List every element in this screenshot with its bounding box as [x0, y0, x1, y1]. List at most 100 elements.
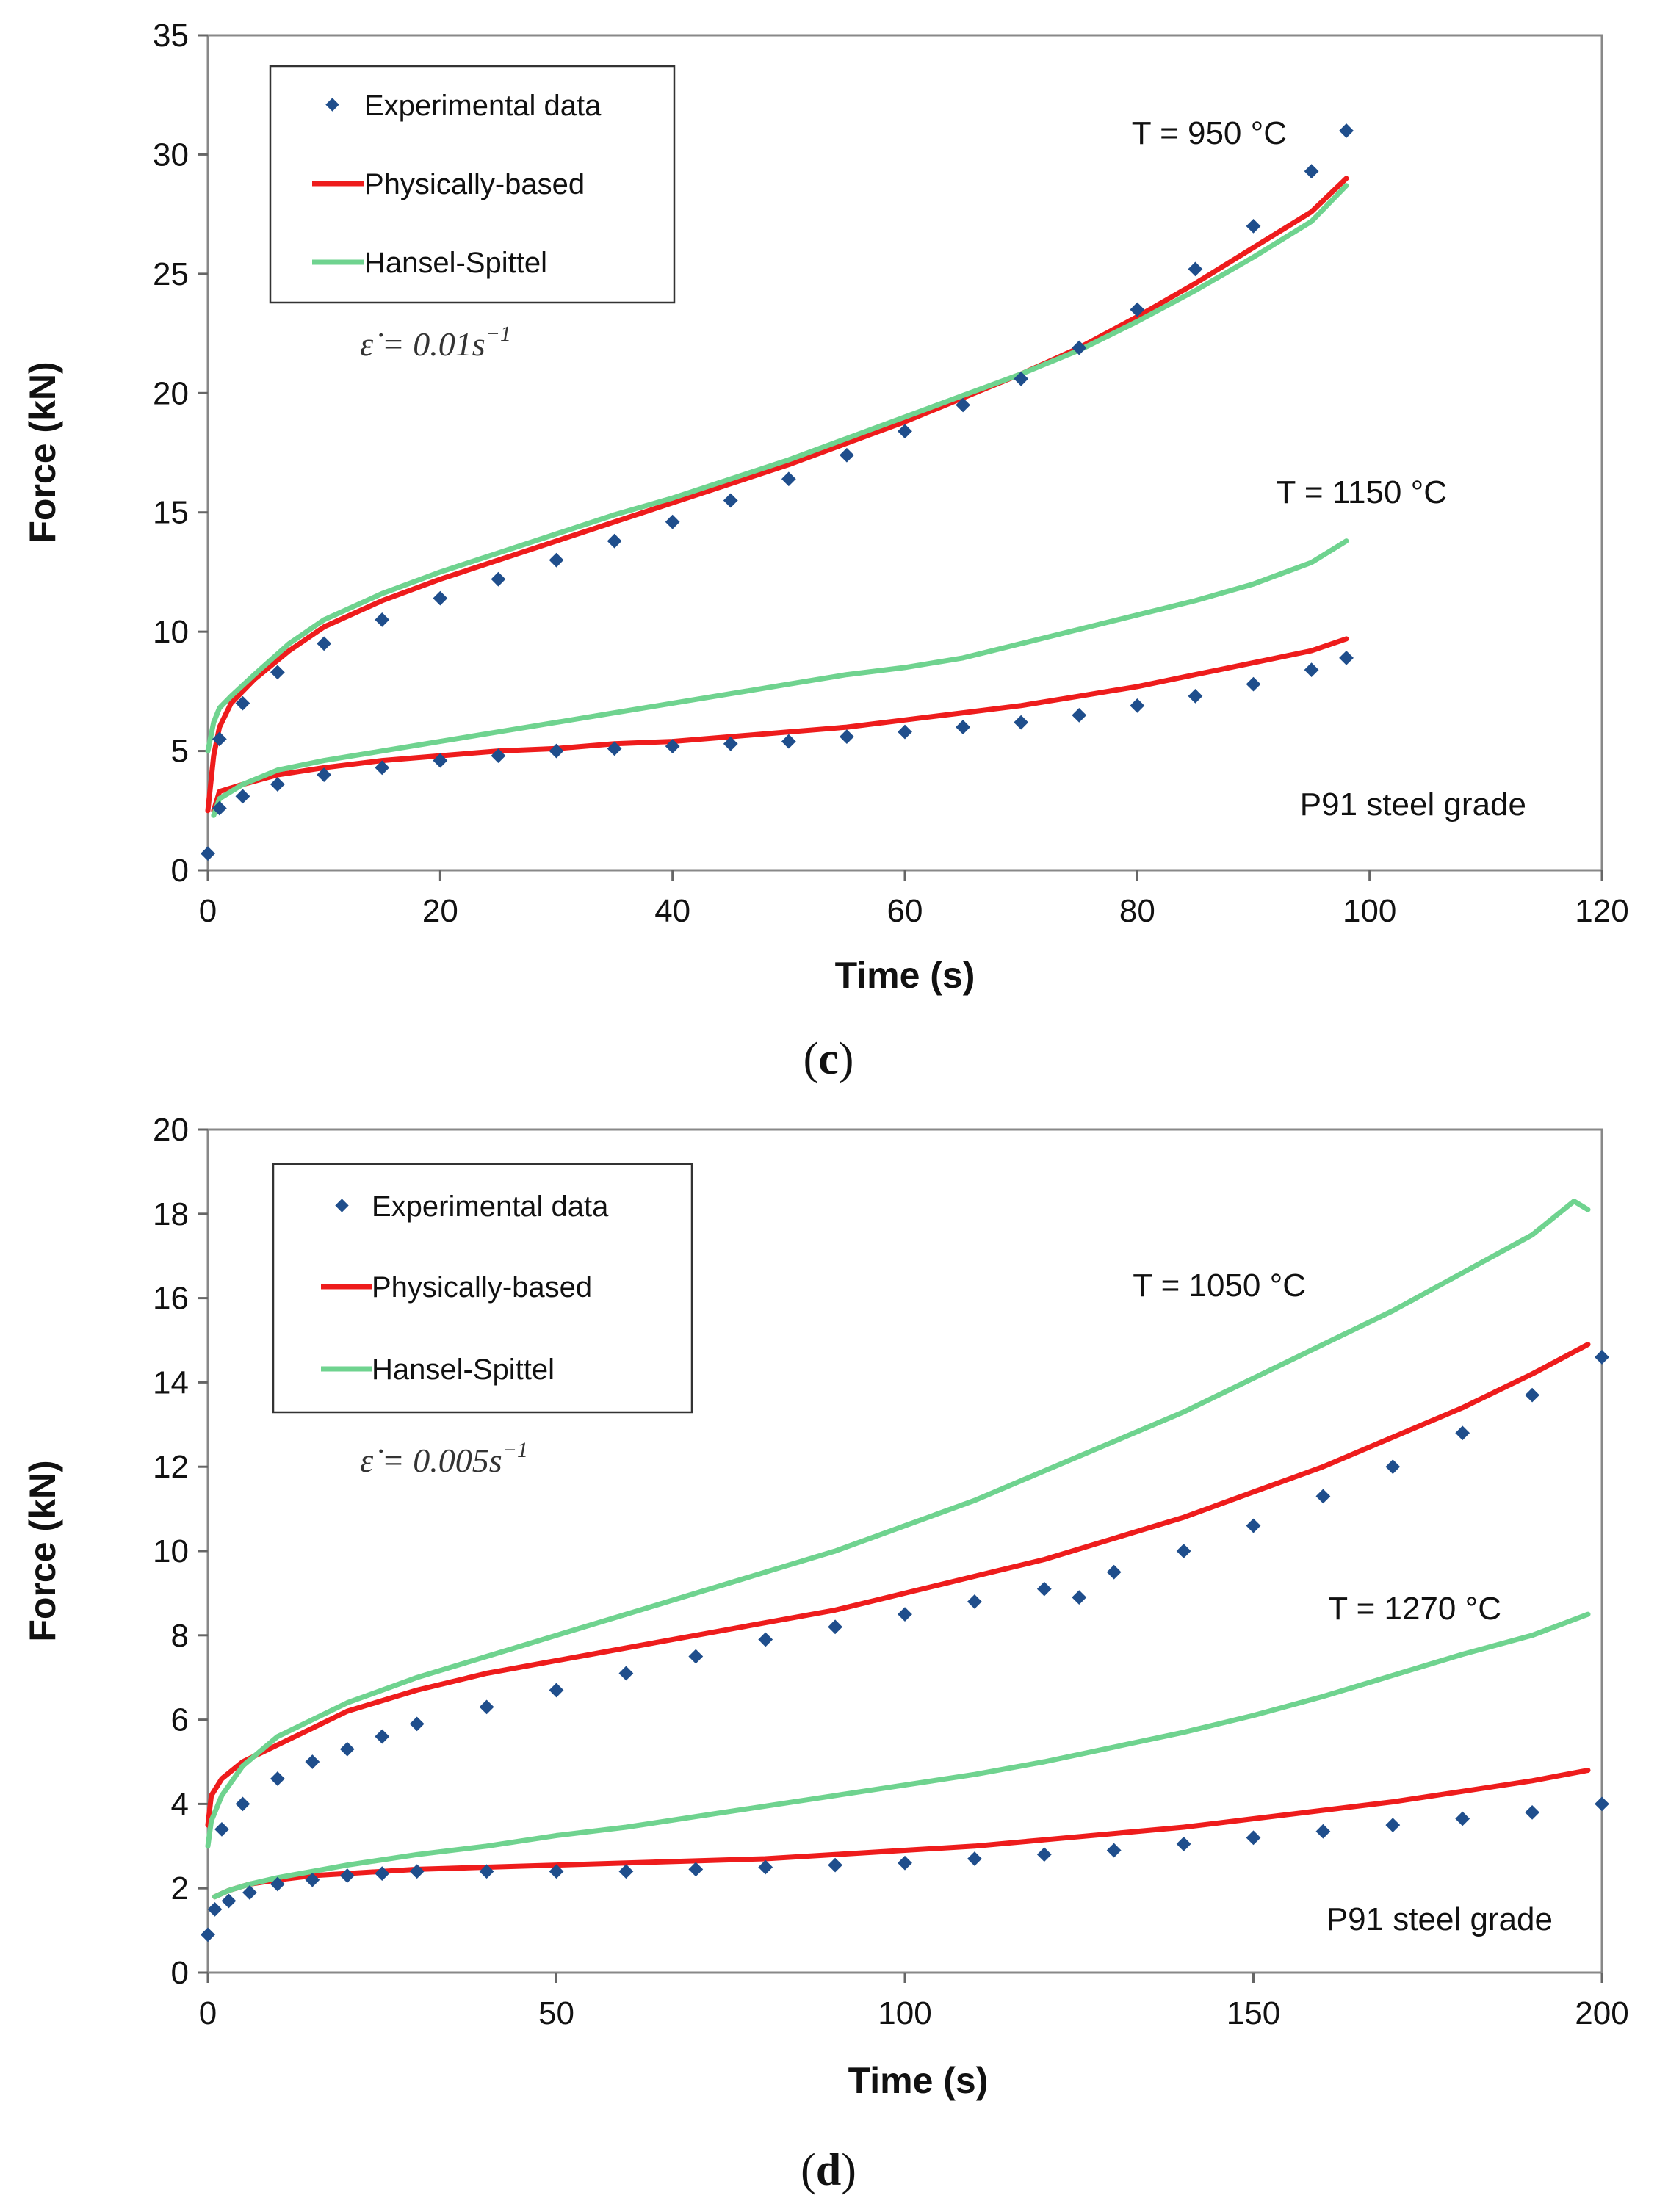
data-point-experimental [1315, 1489, 1331, 1504]
strain-rate-equals: = [373, 325, 413, 363]
data-point-experimental [339, 1868, 355, 1883]
data-point-experimental [212, 731, 227, 747]
strain-rate-unit: s [489, 1442, 502, 1479]
data-point-experimental [235, 1796, 250, 1812]
data-point-experimental [409, 1864, 425, 1879]
data-point-experimental [1188, 261, 1203, 277]
series-line-hansel-spittel-950 [205, 183, 1349, 754]
x-tick-label: 50 [538, 1995, 574, 2031]
data-point-experimental [758, 1859, 773, 1875]
data-point-experimental [665, 514, 680, 529]
data-point-experimental [1246, 218, 1261, 234]
y-tick-label: 5 [171, 734, 189, 770]
strain-rate-exponent: −1 [502, 1438, 528, 1462]
data-point-experimental [758, 1632, 773, 1647]
series-line-physically-based-1270 [212, 1768, 1591, 1900]
series-line-hansel-spittel-1050 [205, 1199, 1591, 1849]
data-point-experimental [270, 665, 285, 680]
x-tick-label: 80 [1119, 893, 1155, 929]
data-point-experimental [1246, 1518, 1261, 1533]
strain-rate-label: ε̇ = 0.01s−1 [360, 322, 511, 363]
data-point-experimental [618, 1864, 634, 1879]
data-point-experimental [270, 1876, 285, 1892]
y-tick-label: 14 [153, 1365, 189, 1400]
data-point-experimental [967, 1851, 982, 1866]
x-tick-label: 120 [1575, 893, 1628, 929]
legend-label-physically: Physically-based [364, 168, 585, 200]
annotation-steel-grade: P91 steel grade [1326, 1901, 1553, 1937]
data-point-experimental [375, 1729, 390, 1744]
strain-rate-value: 0.01 [413, 325, 472, 363]
series-markers-experimental-data-1050 [201, 1350, 1609, 1942]
data-point-experimental [828, 1619, 842, 1635]
data-point-experimental [618, 1666, 634, 1681]
data-point-experimental [1339, 123, 1354, 138]
data-point-experimental [723, 493, 738, 508]
data-point-experimental [433, 753, 448, 768]
data-point-experimental [235, 789, 250, 804]
data-point-experimental [1595, 1350, 1609, 1365]
data-point-experimental [1455, 1425, 1470, 1441]
data-point-experimental [207, 1902, 223, 1917]
data-point-experimental [1106, 1564, 1122, 1580]
data-point-experimental [1072, 340, 1087, 355]
y-tick-label: 25 [153, 256, 189, 292]
series-markers-experimental-data-1150 [212, 650, 1354, 816]
data-point-experimental [1014, 715, 1029, 730]
data-point-experimental [1595, 1796, 1609, 1812]
data-point-experimental [1304, 164, 1319, 179]
data-point-experimental [665, 739, 680, 753]
data-point-experimental [688, 1862, 704, 1877]
series-line-hansel-spittel-1270 [212, 1611, 1591, 1900]
data-point-experimental [549, 1864, 564, 1879]
y-tick-label: 0 [171, 1955, 189, 1991]
x-tick-label: 0 [199, 1995, 217, 2031]
x-axis-title: Time (s) [848, 2060, 989, 2101]
data-point-experimental [1315, 1824, 1331, 1839]
strain-rate-value: 0.005 [413, 1442, 489, 1479]
legend-label-hansel: Hansel-Spittel [372, 1353, 555, 1386]
data-point-experimental [479, 1699, 494, 1715]
annotation-temp-950: T = 950 °C [1132, 115, 1287, 151]
data-point-experimental [221, 1893, 237, 1909]
data-point-experimental [433, 590, 448, 606]
y-tick-label: 12 [153, 1449, 189, 1485]
data-point-experimental [1525, 1804, 1539, 1820]
data-point-experimental [242, 1885, 257, 1900]
data-point-experimental [898, 424, 912, 439]
y-tick-label: 6 [171, 1702, 189, 1738]
data-point-experimental [828, 1857, 842, 1873]
y-axis-title: Force (kN) [22, 1460, 63, 1641]
strain-rate-unit: s [472, 325, 485, 363]
data-point-experimental [270, 1771, 285, 1786]
strain-rate-exponent: −1 [485, 322, 511, 346]
x-tick-label: 0 [199, 893, 217, 929]
series-line-physically-based-1050 [205, 1342, 1591, 1828]
x-tick-label: 150 [1227, 1995, 1280, 2031]
data-point-experimental [1176, 1837, 1191, 1851]
x-tick-label: 40 [654, 893, 690, 929]
y-tick-label: 18 [153, 1196, 189, 1232]
data-point-experimental [201, 1927, 215, 1942]
legend-label-physically: Physically-based [372, 1271, 592, 1304]
data-point-experimental [1455, 1811, 1470, 1826]
data-point-experimental [898, 1855, 912, 1871]
legend: Experimental data Physically-based Hanse… [272, 1163, 693, 1414]
legend-label-experimental: Experimental data [372, 1190, 609, 1223]
y-tick-label: 30 [153, 137, 189, 173]
data-point-experimental [1339, 650, 1354, 665]
data-point-experimental [305, 1754, 320, 1769]
y-tick-label: 20 [153, 1112, 189, 1148]
data-point-experimental [840, 729, 854, 744]
axis-ticks: 0 5 10 15 20 25 30 35 0 20 40 60 80 100 120 [153, 18, 1629, 929]
data-point-experimental [1188, 688, 1203, 704]
y-tick-label: 2 [171, 1871, 189, 1906]
series-markers-experimental-data-950 [201, 123, 1354, 861]
x-tick-label: 100 [1343, 893, 1396, 929]
data-point-experimental [1130, 302, 1145, 317]
data-point-experimental [1304, 662, 1319, 678]
series-layer [201, 123, 1354, 861]
data-point-experimental [1036, 1581, 1052, 1597]
